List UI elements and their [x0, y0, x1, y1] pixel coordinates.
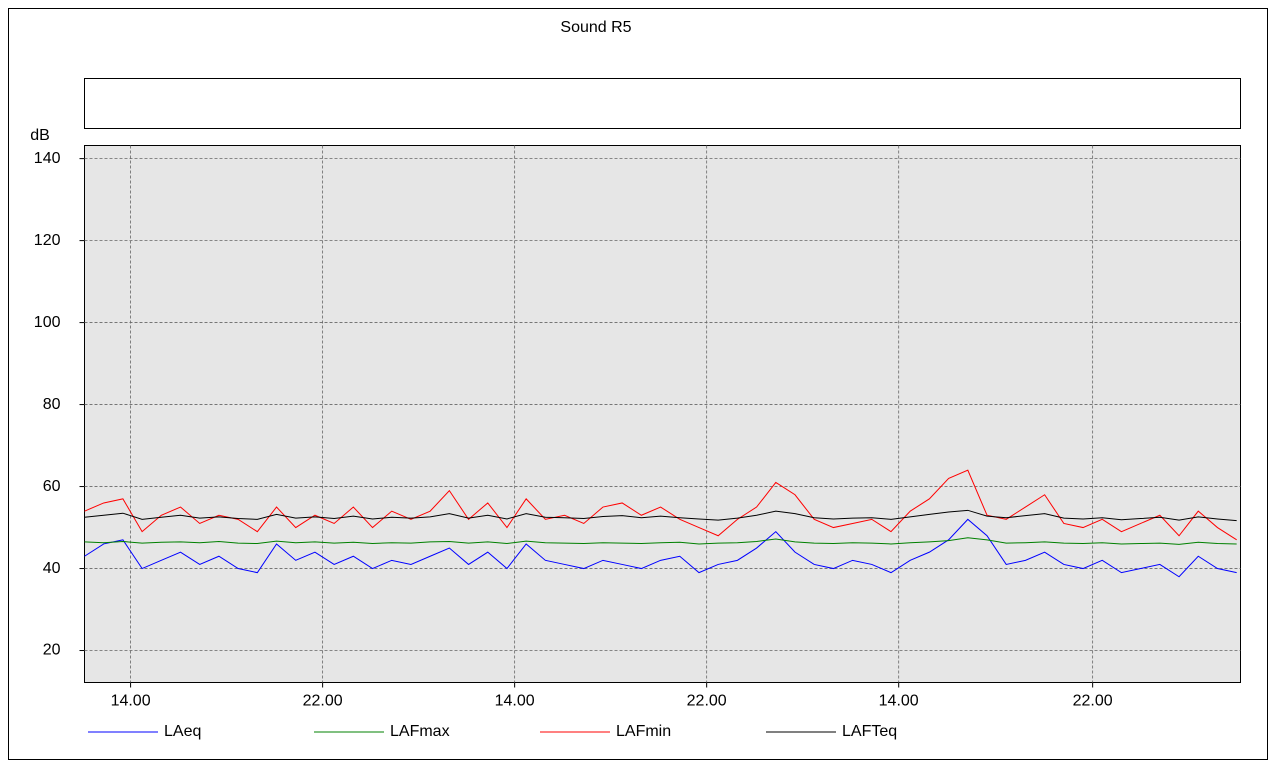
y-tick-label: 140 — [34, 150, 61, 167]
data-line — [84, 537, 1237, 545]
chart-title: Sound R5 — [560, 19, 631, 36]
y-axis-label: dB — [30, 127, 50, 144]
legend-label: LAFTeq — [842, 723, 897, 740]
header-box — [84, 78, 1241, 129]
y-tick-label: 20 — [43, 642, 61, 659]
legend-label: LAeq — [164, 723, 201, 740]
legend-label: LAFmax — [390, 723, 450, 740]
plot-area — [84, 145, 1241, 683]
y-tick-label: 120 — [34, 232, 61, 249]
x-tick-label: 22.00 — [303, 693, 343, 710]
data-line — [84, 469, 1237, 541]
y-tick-label: 80 — [43, 396, 61, 413]
data-line — [84, 509, 1237, 522]
y-tick-label: 60 — [43, 478, 61, 495]
y-tick-label: 100 — [34, 314, 61, 331]
x-tick-label: 14.00 — [879, 693, 919, 710]
x-tick-label: 14.00 — [111, 693, 151, 710]
x-tick-label: 22.00 — [687, 693, 727, 710]
x-tick-label: 22.00 — [1073, 693, 1113, 710]
x-tick-label: 14.00 — [495, 693, 535, 710]
data-line — [84, 518, 1237, 578]
y-tick-label: 40 — [43, 560, 61, 577]
legend-label: LAFmin — [616, 723, 671, 740]
